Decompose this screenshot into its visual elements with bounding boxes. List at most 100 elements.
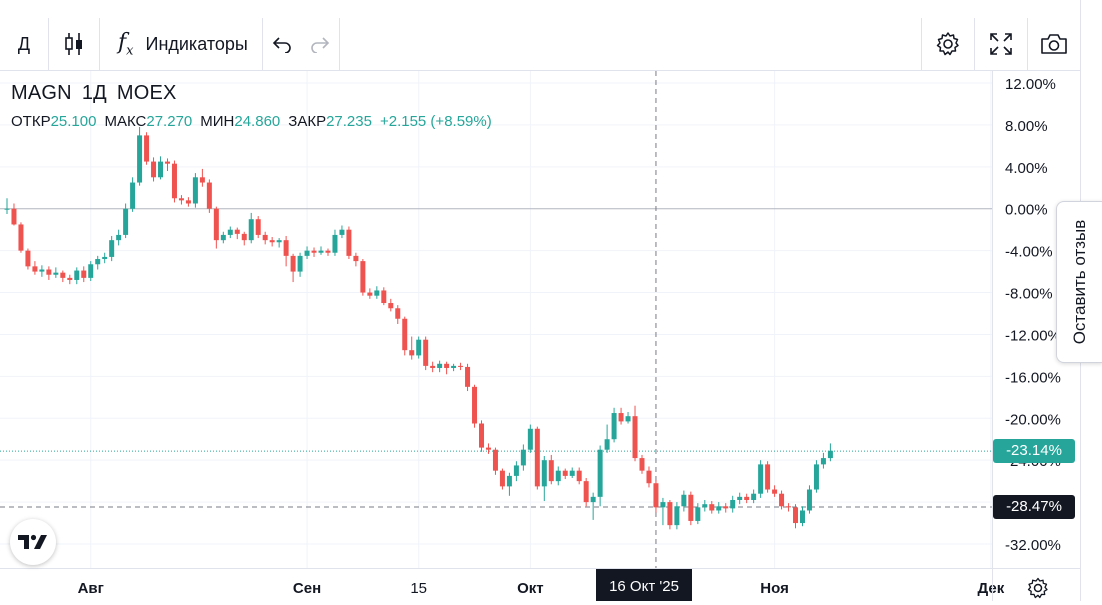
x-tick-label: Окт [517,580,544,597]
candle-body [353,255,359,262]
candle-body [123,208,129,235]
candle-body [409,350,415,356]
candle-body [569,470,575,476]
candle-body [137,135,143,183]
x-tick-label: Ноя [760,580,789,597]
candle-body [290,255,296,272]
candle-body [548,460,554,482]
redo-icon [311,37,329,53]
candle-body [32,266,38,272]
candle-body [367,292,373,296]
chart-type-button[interactable] [49,18,99,70]
candle-body [339,229,345,235]
candle-body [723,506,729,509]
y-tick-label: -12.00% [1005,327,1061,344]
candle-body [695,507,701,521]
candle-body [213,208,219,241]
y-tick-label: -32.00% [1005,537,1061,554]
y-tick-label: 4.00% [1005,160,1048,177]
symbol-exchange: MOEX [116,82,177,104]
snapshot-button[interactable] [1028,18,1080,70]
candle-body [332,234,338,253]
settings-button[interactable] [922,18,974,70]
price-chart[interactable]: 12.00% 8.00% 4.00% 0.00% -4.00% -8.00% -12.00%… [0,71,1080,601]
candle-body [520,449,526,466]
candle-body [46,269,52,275]
x-tick-label: Авг [78,580,104,597]
undo-button[interactable] [263,18,301,70]
candle-body [737,496,743,500]
candle-body [185,200,191,204]
candle-body [492,449,498,471]
candle-body [423,339,429,366]
candle-body [346,229,352,256]
candle-body [758,464,764,494]
symbol-interval: 1Д [81,82,107,104]
candle-body [81,270,87,278]
high-value: 27.270 [146,113,193,130]
candle-body [11,208,17,225]
candle-body [744,496,750,500]
candle-body [88,264,94,278]
candle-body [765,464,771,490]
camera-icon [1041,34,1067,54]
candle-body [171,163,177,199]
candle-body [158,161,164,178]
interval-button[interactable]: Д [17,33,31,54]
candle-body [779,493,785,507]
candle-body [360,261,366,293]
candle-body [388,303,394,309]
candle-body [416,339,422,356]
candle-body [555,470,561,482]
candle-body [513,465,519,476]
fullscreen-button[interactable] [975,18,1027,70]
tradingview-logo-icon [18,534,47,549]
candle-body [806,489,812,511]
candle-body [751,493,757,500]
scale-settings-icon[interactable] [1026,577,1050,599]
candle-body [479,423,485,448]
candle-body [576,470,582,482]
candle-body [206,182,212,209]
symbol-name[interactable]: MAGN [11,82,72,104]
toolbar-divider [261,18,263,70]
candle-body [262,234,268,241]
toolbar-divider [338,18,340,70]
close-label: ЗАКР [288,113,327,130]
candle-body [527,428,533,450]
candle-body [472,386,478,424]
candle-body [18,224,24,251]
candle-body [178,198,184,201]
candle-body [402,318,408,351]
candle-body [506,475,512,487]
redo-button[interactable] [301,18,339,70]
candle-body [248,219,254,241]
candle-body [130,182,136,209]
candle-body [144,135,150,162]
open-label: ОТКР [11,113,51,130]
candle-body [632,416,638,459]
high-label: МАКС [104,113,147,130]
candle-body [199,177,205,183]
y-tick-label: -8.00% [1005,286,1053,303]
indicators-button[interactable]: fx Индикаторы [100,18,262,70]
candle-body [164,161,170,164]
toolbar-divider [1027,18,1028,70]
candle-body [597,449,603,497]
candle-body [583,481,589,503]
candle-body [786,506,792,508]
low-label: МИН [200,113,235,130]
tradingview-logo[interactable] [10,519,56,565]
candle-body [227,229,233,235]
candle-body [444,363,450,368]
candle-body [234,229,240,234]
candle-body [730,499,736,509]
indicators-label: Индикаторы [145,33,248,54]
feedback-tab[interactable]: Оставить отзыв [1056,201,1102,363]
candle-body [241,233,247,241]
candle-body [625,416,631,422]
candle-body [276,240,282,243]
candle-body [827,450,833,459]
candle-body [374,290,380,296]
top-toolbar: Д fx Индикаторы [0,18,1080,71]
